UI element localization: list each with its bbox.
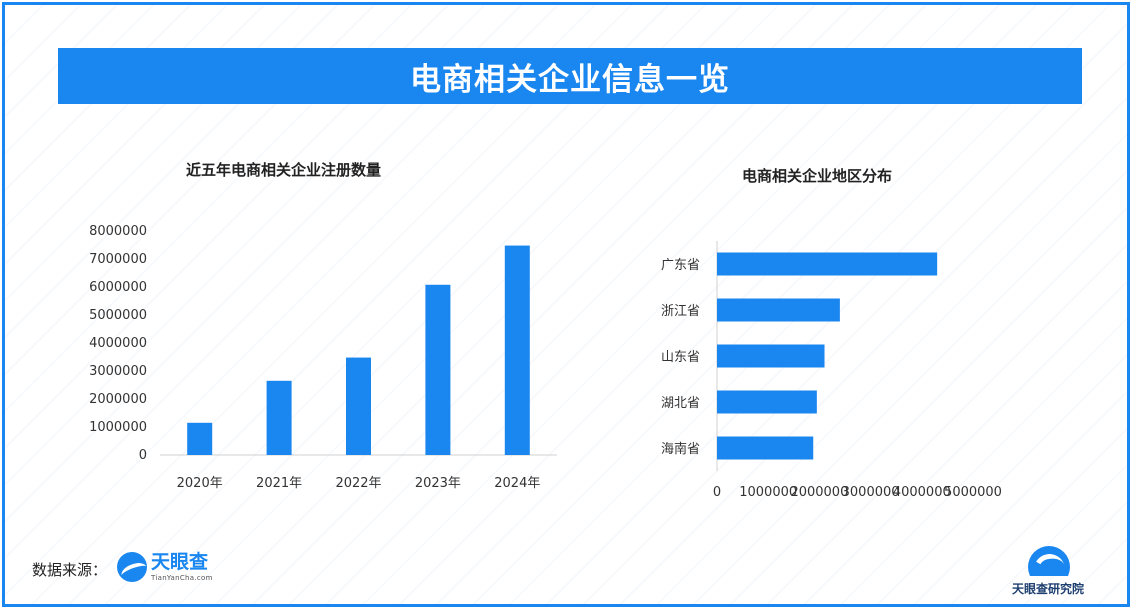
logo-domain: TianYanCha.com <box>151 573 213 582</box>
x-tick-label: 1000000 <box>739 485 797 500</box>
x-tick-label: 2024年 <box>494 476 540 491</box>
logo-name: 天眼查 <box>151 550 209 573</box>
bar <box>187 422 213 455</box>
y-tick-label: 6000000 <box>89 280 147 295</box>
y-tick-label: 山东省 <box>661 350 700 365</box>
x-tick-label: 4000000 <box>893 485 951 500</box>
data-source-label: 数据来源： <box>32 561 108 579</box>
institute-name: 天眼查研究院 <box>1011 582 1084 596</box>
x-tick-label: 2021年 <box>256 476 302 491</box>
bar <box>717 390 817 414</box>
x-tick-label: 2020年 <box>177 476 223 491</box>
x-tick-label: 0 <box>713 485 721 500</box>
x-tick-label: 5000000 <box>944 485 1002 500</box>
x-tick-label: 2000000 <box>790 485 848 500</box>
y-tick-label: 广东省 <box>661 258 700 273</box>
tianyancha-logo-icon <box>117 552 147 582</box>
institute-logo-icon <box>1026 540 1070 576</box>
institute-logo: 天眼查研究院 <box>1000 540 1096 600</box>
page-frame <box>2 2 1130 607</box>
bar <box>717 436 814 460</box>
y-tick-label: 4000000 <box>89 336 147 351</box>
x-tick-label: 2023年 <box>415 476 461 491</box>
y-tick-label: 0 <box>139 448 147 463</box>
y-tick-label: 1000000 <box>89 420 147 435</box>
y-tick-label: 7000000 <box>89 252 147 267</box>
bar <box>717 344 825 368</box>
x-tick-label: 3000000 <box>842 485 900 500</box>
y-tick-label: 8000000 <box>89 224 147 239</box>
tianyancha-logo: 天眼查 TianYanCha.com <box>117 552 213 582</box>
bar <box>504 245 530 455</box>
left-chart-title: 近五年电商相关企业注册数量 <box>186 161 382 179</box>
page-title: 电商相关企业信息一览 <box>410 61 730 98</box>
right-chart-title: 电商相关企业地区分布 <box>742 167 893 185</box>
x-tick-label: 2022年 <box>335 476 381 491</box>
bar <box>717 298 840 322</box>
bar <box>266 380 292 455</box>
bar <box>717 252 938 276</box>
y-tick-label: 3000000 <box>89 364 147 379</box>
bar <box>425 284 451 455</box>
y-tick-label: 海南省 <box>661 441 700 457</box>
y-tick-label: 湖北省 <box>661 396 700 411</box>
y-tick-label: 2000000 <box>89 392 147 407</box>
bar <box>346 357 371 455</box>
title-banner: 电商相关企业信息一览 <box>58 48 1082 104</box>
y-tick-label: 5000000 <box>89 308 147 323</box>
y-tick-label: 浙江省 <box>661 304 700 319</box>
